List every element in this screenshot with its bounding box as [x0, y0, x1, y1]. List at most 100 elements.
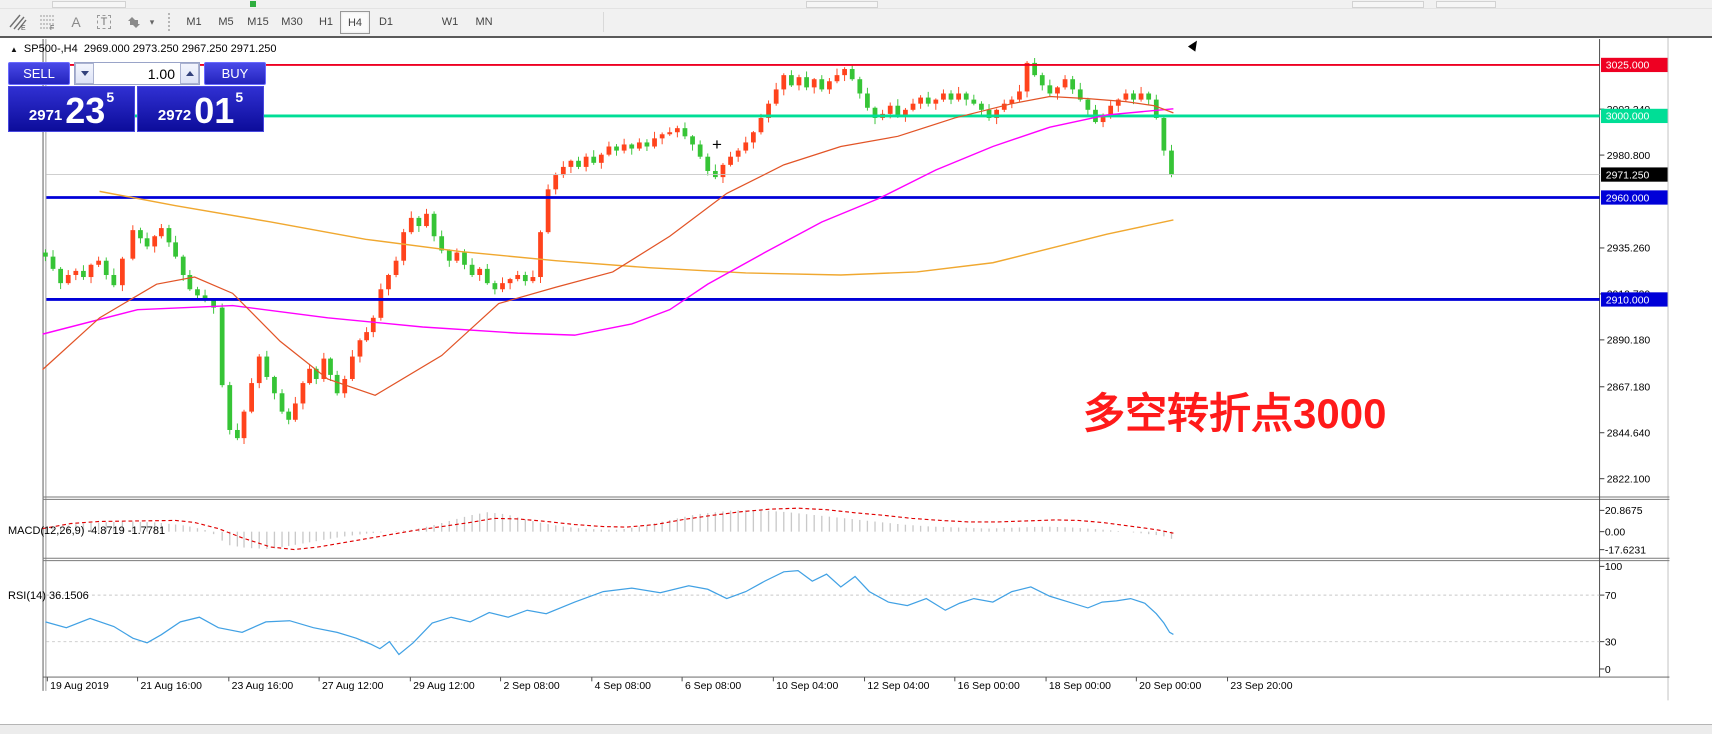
pane-borders	[42, 38, 1670, 701]
candle-body	[1146, 93, 1152, 100]
sell-price-display[interactable]: 2971 23 5	[8, 86, 135, 132]
toolbar-grip[interactable]	[168, 13, 175, 31]
candle-body	[538, 232, 543, 278]
candle-body	[971, 99, 977, 104]
timeframe-button-h4[interactable]: H4	[340, 11, 370, 34]
candlesticks	[43, 58, 1174, 445]
candle-body	[211, 299, 216, 308]
date-label: 18 Sep 00:00	[1049, 681, 1111, 692]
arrows-icon[interactable]	[122, 11, 146, 33]
candle-body	[598, 154, 604, 163]
sell-button[interactable]: SELL	[8, 62, 70, 85]
candle-body	[621, 144, 627, 151]
macd-indicator-label: MACD(12,26,9) -4.8719 -1.7781	[8, 525, 166, 537]
candle-body	[187, 274, 193, 290]
candle-body	[130, 230, 136, 259]
candle-body	[416, 217, 422, 227]
symbol-timeframe-label: SP500-,H4	[23, 43, 78, 55]
timeframe-button-h1[interactable]: H1	[318, 15, 334, 28]
candle-body	[819, 79, 825, 90]
candle-body	[712, 170, 718, 178]
collapse-panel-icon[interactable]: ▲	[10, 45, 18, 54]
volume-increase-button[interactable]	[180, 63, 199, 84]
candle-body	[743, 142, 749, 151]
candle-body	[342, 378, 348, 394]
candle-body	[321, 358, 327, 379]
timeframe-button-mn[interactable]: MN	[475, 15, 493, 28]
ohlc-values: 2969.000 2973.250 2967.250 2971.250	[83, 43, 277, 55]
price-tick-label: 2935.260	[1607, 244, 1651, 255]
timeframe-button-m1[interactable]: M1	[186, 15, 202, 28]
candle-body	[629, 144, 635, 149]
timeframe-button-m15[interactable]: M15	[247, 15, 269, 28]
date-label: 16 Sep 00:00	[958, 681, 1020, 692]
rsi-indicator-label: RSI(14) 36.1506	[8, 590, 89, 602]
toolbar-overflow-strip	[0, 0, 1712, 9]
text-label-icon[interactable]: T	[92, 11, 116, 33]
pane-splitter[interactable]	[43, 494, 1670, 500]
date-label: 27 Aug 12:00	[322, 681, 384, 692]
timeframe-button-w1[interactable]: W1	[441, 15, 459, 28]
candle-body	[842, 69, 847, 76]
timeframe-button-m5[interactable]: M5	[218, 15, 234, 28]
candle-body	[1009, 99, 1015, 104]
volume-decrease-button[interactable]	[75, 63, 94, 84]
candle-body	[1100, 115, 1106, 123]
price-tick-label: 2890.180	[1607, 336, 1651, 347]
candle-body	[138, 230, 143, 239]
candle-body	[811, 79, 817, 88]
candle-body	[674, 128, 680, 133]
candle-body	[152, 236, 158, 247]
candle-body	[1001, 103, 1007, 110]
candle-body	[357, 340, 363, 357]
pane-splitter[interactable]	[43, 556, 1670, 562]
text-icon[interactable]: A	[64, 11, 88, 33]
candle-body	[1153, 99, 1159, 118]
candle-body	[264, 356, 270, 377]
candle-body	[1077, 89, 1083, 100]
price-badge-label: 2971.250	[1606, 170, 1650, 181]
price-badge-label: 2910.000	[1606, 295, 1650, 306]
candle-body	[750, 132, 756, 143]
buy-price-display[interactable]: 2972 01 5	[137, 86, 264, 132]
rsi-line	[45, 570, 1174, 656]
sell-price-big: 23	[65, 89, 106, 131]
annotation-text: 多空转折点3000	[1083, 390, 1387, 437]
candle-body	[507, 279, 513, 284]
sell-price-small: 2971	[28, 107, 63, 124]
price-axis: 3003.3402980.8002935.2602912.7202890.180…	[1599, 57, 1668, 676]
date-label: 19 Aug 2019	[50, 681, 109, 692]
candle-body	[439, 236, 445, 251]
candle-body	[103, 260, 109, 275]
candle-body	[644, 142, 650, 147]
candle-body	[659, 134, 665, 139]
price-tick-label: 2867.180	[1607, 383, 1651, 394]
ma-fast-line	[42, 95, 1174, 396]
candle-body	[334, 374, 340, 394]
window-bottom-edge	[0, 724, 1712, 734]
candle-body	[865, 93, 870, 108]
fibonacci-retracement-icon[interactable]: F	[36, 11, 60, 33]
candle-body	[1115, 99, 1121, 106]
one-click-trading-panel: SELL 1.00 BUY 2971 23 5 2972 01 5	[8, 62, 266, 132]
timeframe-button-d1[interactable]: D1	[378, 15, 394, 28]
price-badge-label: 3000.000	[1606, 112, 1650, 123]
candle-body	[454, 252, 460, 261]
date-label: 2 Sep 08:00	[503, 681, 559, 692]
date-label: 23 Aug 16:00	[232, 681, 294, 692]
candle-body	[1024, 62, 1030, 92]
arrows-dropdown-caret-icon[interactable]: ▾	[146, 11, 158, 33]
candle-body	[144, 238, 150, 247]
candle-body	[408, 217, 414, 233]
toolbar-separator	[603, 12, 604, 32]
candle-body	[606, 146, 612, 155]
equidistant-channel-icon[interactable]: E	[6, 11, 30, 33]
ma-mid-line	[42, 108, 1174, 336]
candle-body	[804, 77, 809, 88]
buy-button[interactable]: BUY	[204, 62, 266, 85]
candle-body	[735, 150, 741, 157]
macd-pane	[42, 507, 1174, 551]
candle-body	[256, 356, 262, 384]
volume-input[interactable]: 1.00	[147, 65, 175, 82]
timeframe-button-m30[interactable]: M30	[281, 15, 303, 28]
